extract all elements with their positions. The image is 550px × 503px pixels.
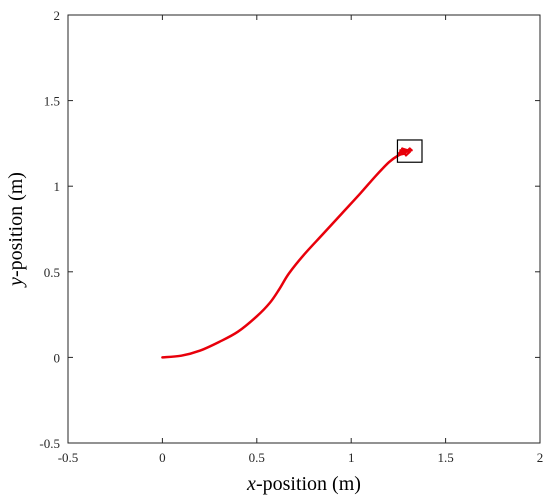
y-axis-label-text: -position (m) [5, 172, 27, 277]
x-axis-label-var: x [246, 473, 256, 495]
y-tick-label: 2 [54, 8, 61, 23]
x-tick-label: 1 [348, 450, 355, 465]
x-tick-label: 2 [537, 450, 544, 465]
x-tick-label: -0.5 [58, 450, 79, 465]
data-layer [161, 139, 423, 359]
tick-labels-layer: -0.5 0 0.5 1 1.5 2 -0.5 0 0.5 1 1.5 2 [39, 8, 543, 465]
endpoint-cluster-segment [399, 149, 411, 154]
y-tick-label: -0.5 [39, 436, 60, 451]
y-tick-label: 0.5 [44, 265, 60, 280]
zoom-region-box [396, 139, 423, 163]
x-axis-label: x-position (m) [246, 473, 361, 495]
x-tick-label: 1.5 [437, 450, 453, 465]
y-tick-label: 0 [54, 350, 61, 365]
x-tick-label: 0.5 [249, 450, 265, 465]
ticks-layer [67, 14, 541, 444]
x-axis-label-text: -position (m) [256, 473, 361, 495]
axes-frame [67, 14, 541, 444]
y-axis-label-var: y [5, 277, 27, 288]
y-axis-label: y-position (m) [5, 172, 27, 288]
trajectory-line [161, 152, 406, 359]
y-tick-label: 1.5 [44, 94, 60, 109]
x-tick-label: 0 [159, 450, 166, 465]
y-tick-label: 1 [54, 179, 61, 194]
